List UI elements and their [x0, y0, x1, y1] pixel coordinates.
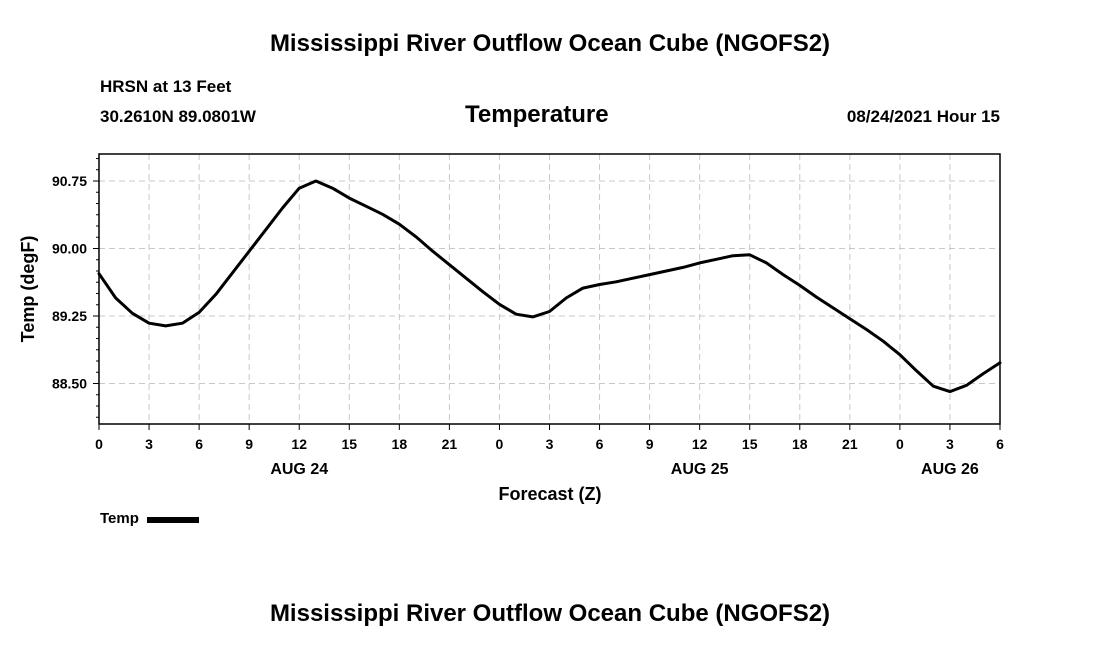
x-tick-label: 6: [596, 436, 604, 452]
x-tick-label: 15: [742, 436, 758, 452]
axis-ticks: [93, 158, 1001, 430]
x-tick-label: 0: [896, 436, 904, 452]
y-tick-label: 88.50: [52, 376, 87, 392]
x-tick-label: 18: [792, 436, 808, 452]
forecast-datetime: 08/24/2021 Hour 15: [846, 107, 1000, 126]
x-tick-label: 6: [195, 436, 203, 452]
legend-label: Temp: [100, 510, 139, 527]
x-tick-label: 12: [291, 436, 307, 452]
x-tick-label: 15: [341, 436, 357, 452]
x-tick-label: 0: [496, 436, 504, 452]
series-layer: [97, 179, 1002, 394]
date-label: AUG 26: [921, 461, 979, 478]
x-tick-label: 0: [95, 436, 103, 452]
series-line-temp: [97, 179, 1002, 394]
x-tick-label: 21: [442, 436, 458, 452]
axis-tick-labels: 88.50 89.25 90.00 90.75 0 3 6 9 12 15 18 21 0 3 6 9 12 15…: [52, 173, 1004, 478]
legend: Temp: [100, 510, 199, 527]
station-label: HRSN at 13 Feet: [100, 77, 232, 96]
date-label: AUG 25: [671, 461, 729, 478]
y-tick-label: 90.00: [52, 241, 87, 257]
figure-title: Mississippi River Outflow Ocean Cube (NG…: [269, 30, 831, 57]
x-tick-label: 9: [646, 436, 654, 452]
x-tick-label: 21: [842, 436, 858, 452]
plot-frame: [98, 153, 1001, 425]
date-label: AUG 24: [270, 461, 328, 478]
x-axis-title: Forecast (Z): [498, 484, 601, 504]
y-tick-label: 89.25: [52, 308, 87, 324]
x-tick-label: 6: [996, 436, 1004, 452]
x-tick-label: 3: [946, 436, 954, 452]
x-tick-label: 3: [546, 436, 554, 452]
x-tick-label: 18: [392, 436, 408, 452]
legend-swatch: [146, 517, 199, 523]
y-axis-title: Temp (degF): [18, 236, 38, 343]
chart-subtitle: Temperature: [465, 101, 609, 128]
x-tick-label: 9: [245, 436, 253, 452]
x-tick-label: 12: [692, 436, 708, 452]
coordinates-label: 30.2610N 89.0801W: [100, 107, 256, 126]
footer-title: Mississippi River Outflow Ocean Cube (NG…: [269, 600, 831, 627]
grid-lines: [99, 154, 1000, 424]
y-tick-label: 90.75: [52, 173, 87, 189]
x-tick-label: 3: [145, 436, 153, 452]
